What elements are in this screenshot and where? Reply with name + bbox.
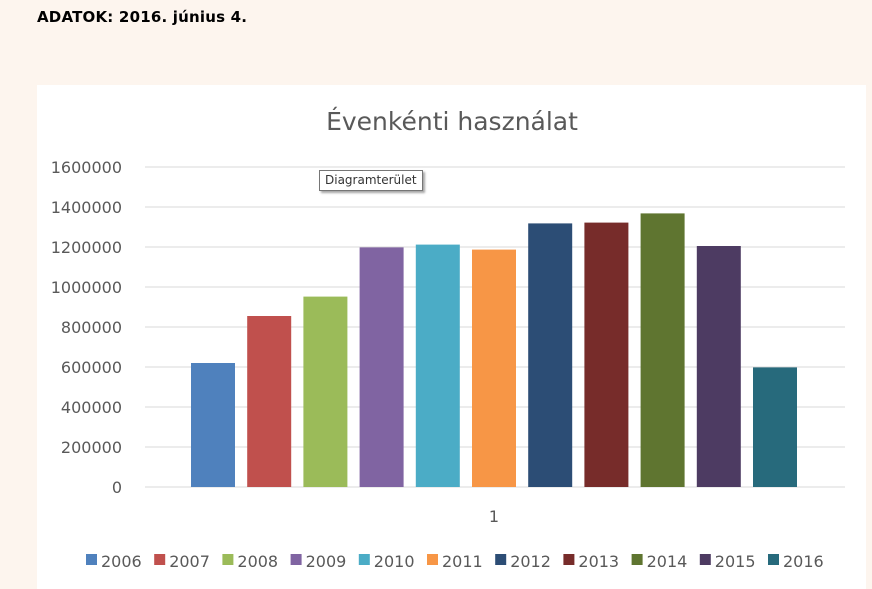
legend-swatch-2013	[563, 554, 575, 565]
legend: 2006 2007 2008 2009 2010 2011 2012 2013 2014 2015…	[86, 552, 824, 571]
page-heading: ADATOK: 2016. június 4.	[37, 8, 248, 26]
bar-2013	[584, 222, 629, 487]
legend-swatch-2010	[358, 554, 370, 565]
legend-label-2012: 2012	[510, 552, 551, 571]
legend-swatch-2008	[222, 554, 234, 565]
legend-swatch-2009	[290, 554, 302, 565]
legend-label-2016: 2016	[783, 552, 824, 571]
legend-swatch-2006	[86, 554, 97, 565]
legend-label-2013: 2013	[578, 552, 619, 571]
bar-2014	[640, 213, 685, 487]
bars	[191, 213, 797, 487]
chart-area-tooltip: Diagramterület	[319, 170, 423, 191]
y-tick-label: 0	[112, 478, 122, 497]
bar-2006	[191, 363, 235, 487]
legend-swatch-2007	[154, 554, 166, 565]
x-axis-ticks: 1	[489, 507, 499, 526]
bar-2015	[696, 246, 741, 487]
legend-label-2010: 2010	[374, 552, 415, 571]
y-axis-ticks: 0 200000 400000 600000 800000 1000000 1200000 1…	[51, 158, 122, 497]
legend-label-2007: 2007	[169, 552, 210, 571]
bar-2009	[359, 247, 404, 487]
y-tick-label: 200000	[61, 438, 122, 457]
legend-label-2011: 2011	[442, 552, 483, 571]
legend-swatch-2015	[699, 554, 711, 565]
y-tick-label: 600000	[61, 358, 122, 377]
bar-2012	[528, 223, 573, 487]
legend-swatch-2014	[631, 554, 643, 565]
legend-label-2014: 2014	[647, 552, 688, 571]
bar-2007	[247, 316, 292, 487]
bar-2010	[415, 244, 460, 487]
legend-swatch-2011	[427, 554, 438, 565]
legend-label-2006: 2006	[101, 552, 142, 571]
y-tick-label: 400000	[61, 398, 122, 417]
legend-swatch-2016	[768, 554, 779, 565]
y-tick-label: 1000000	[51, 278, 122, 297]
legend-label-2015: 2015	[715, 552, 756, 571]
x-tick-label: 1	[489, 507, 499, 526]
legend-label-2008: 2008	[237, 552, 278, 571]
y-tick-label: 800000	[61, 318, 122, 337]
chart-title: Évenkénti használat	[326, 107, 578, 136]
legend-label-2009: 2009	[306, 552, 347, 571]
bar-2016	[753, 367, 797, 487]
legend-swatch-2012	[495, 554, 507, 565]
bar-2008	[303, 296, 348, 487]
bar-2011	[472, 249, 516, 487]
y-tick-label: 1200000	[51, 238, 122, 257]
y-tick-label: 1600000	[51, 158, 122, 177]
y-tick-label: 1400000	[51, 198, 122, 217]
